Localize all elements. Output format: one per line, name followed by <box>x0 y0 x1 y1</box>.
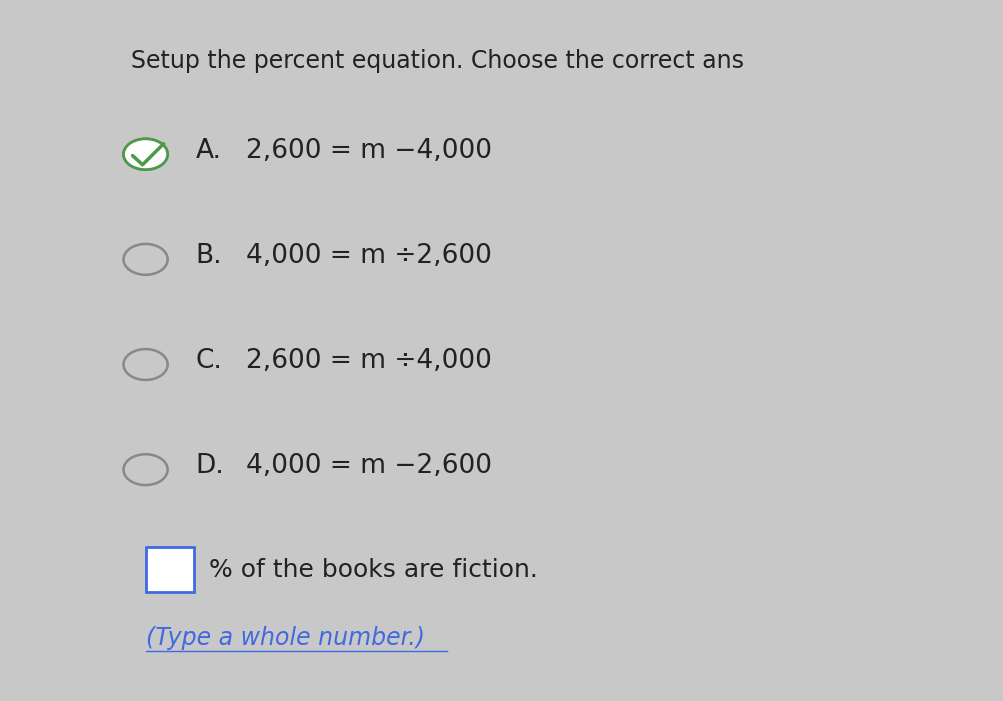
Text: B.: B. <box>196 243 223 269</box>
Text: 4,000 = m ÷2,600: 4,000 = m ÷2,600 <box>246 243 491 269</box>
Text: A.: A. <box>196 137 222 164</box>
Text: % of the books are fiction.: % of the books are fiction. <box>209 557 538 582</box>
Text: 4,000 = m −2,600: 4,000 = m −2,600 <box>246 453 491 479</box>
Text: Setup the percent equation. Choose the correct ans: Setup the percent equation. Choose the c… <box>130 49 743 73</box>
Text: D.: D. <box>196 453 225 479</box>
FancyBboxPatch shape <box>145 547 194 592</box>
Text: (Type a whole number.): (Type a whole number.) <box>145 626 424 650</box>
Text: 2,600 = m ÷4,000: 2,600 = m ÷4,000 <box>246 348 491 374</box>
Text: 2,600 = m −4,000: 2,600 = m −4,000 <box>246 137 491 164</box>
Circle shape <box>123 139 168 170</box>
Text: C.: C. <box>196 348 223 374</box>
